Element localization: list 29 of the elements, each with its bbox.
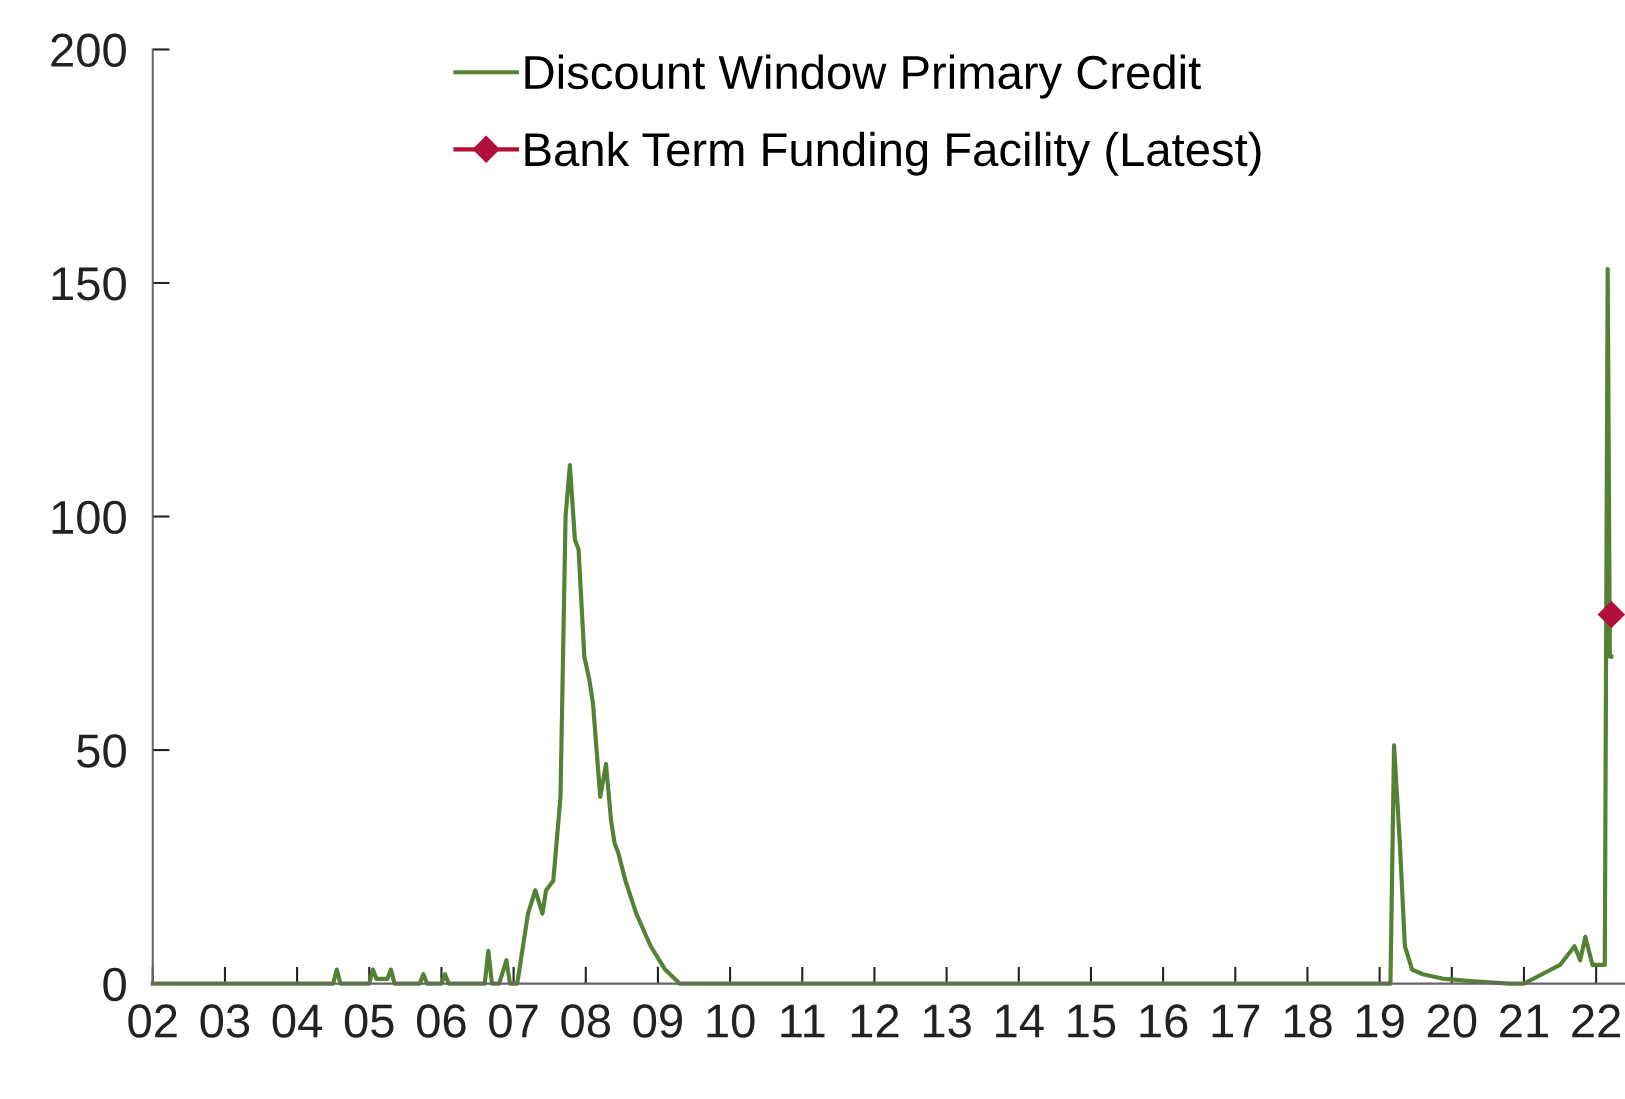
y-tick-label: 0	[103, 967, 126, 1002]
legend-label: Bank Term Funding Facility (Latest)	[525, 131, 1261, 176]
x-tick-label: 18	[1284, 1004, 1332, 1038]
x-tick-label: 15	[1068, 1004, 1116, 1038]
line-series	[150, 266, 1614, 986]
x-tick-label: 21	[1500, 1004, 1548, 1038]
x-tick-label: 05	[344, 1004, 394, 1038]
x-tick-label: 04	[272, 1004, 322, 1038]
legend-label: Discount Window Primary Credit	[525, 54, 1201, 99]
x-tick-label: 14	[996, 1004, 1044, 1038]
x-tick-label: 17	[1212, 1004, 1260, 1038]
x-tick-label: 11	[781, 1004, 825, 1038]
x-tick-label: 22	[1572, 1004, 1621, 1038]
x-tick-label: 08	[561, 1004, 610, 1038]
x-tick-label: 07	[489, 1004, 538, 1038]
x-tick-label: 20	[1427, 1004, 1477, 1038]
x-tick-label: 06	[417, 1004, 466, 1038]
x-tick-label: 13	[923, 1004, 971, 1038]
x-tick-label: 16	[1140, 1004, 1188, 1038]
x-tick-label: 03	[200, 1004, 250, 1038]
y-tick-label: 200	[51, 33, 126, 68]
y-tick-label: 150	[52, 267, 126, 301]
x-tick-label: 19	[1356, 1004, 1404, 1038]
x-tick-label: 09	[633, 1004, 682, 1038]
y-tick-label: 50	[77, 734, 126, 768]
y-tick-label: 100	[52, 500, 126, 535]
x-tick-label: 10	[707, 1004, 755, 1038]
x-tick-label: 02	[128, 1004, 177, 1038]
x-tick-label: 12	[851, 1004, 899, 1038]
